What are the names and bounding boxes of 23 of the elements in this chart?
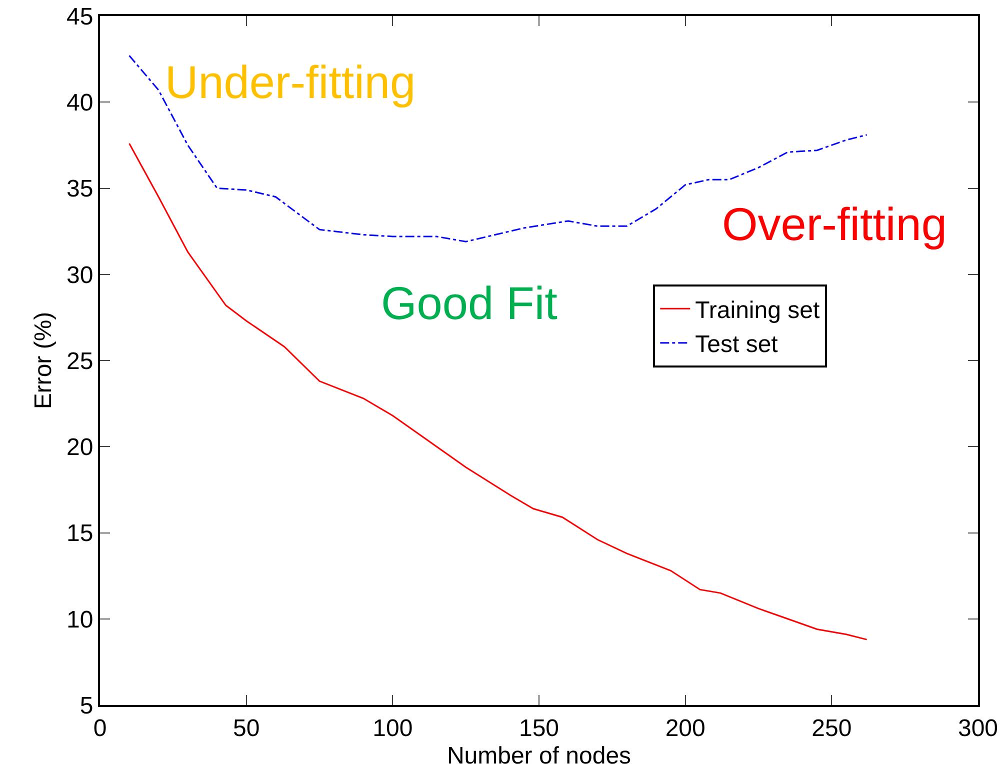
x-tick-label: 0 [93,714,107,742]
y-tick-label: 45 [66,3,94,30]
annotation: Good Fit [381,277,558,329]
y-tick-label: 15 [66,520,94,548]
x-tick-label: 150 [518,714,560,742]
legend-label: Test set [695,331,778,358]
y-tick-label: 40 [66,90,94,117]
y-tick-label: 25 [66,348,94,375]
y-tick-label: 30 [66,262,94,289]
y-tick-label: 20 [66,434,94,462]
x-axis-title: Number of nodes [446,742,632,770]
y-tick-label: 10 [66,606,94,634]
y-axis-title: Error (%) [30,312,58,410]
y-tick-label: 35 [66,176,94,203]
annotation: Over-fitting [722,198,947,250]
y-tick-label: 5 [80,692,94,720]
annotation: Under-fitting [165,56,416,108]
x-tick-label: 50 [232,714,260,742]
x-tick-label: 250 [812,714,852,742]
legend-label: Training set [695,297,820,324]
x-tick-label: 300 [958,714,998,742]
x-tick-label: 200 [665,714,706,742]
x-tick-label: 100 [372,714,413,742]
